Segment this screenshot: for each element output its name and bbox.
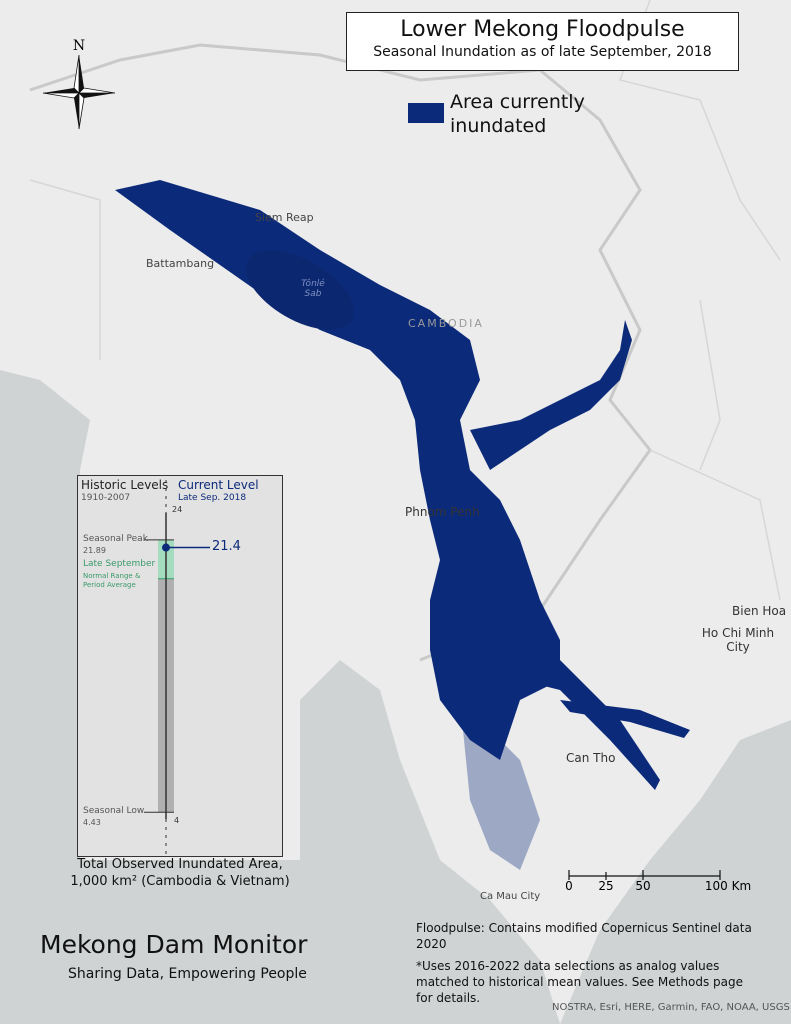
province-border — [29, 0, 781, 601]
current-date: Late Sep. 2018 — [178, 493, 247, 503]
normal-range-desc: Period Average — [83, 580, 136, 589]
axis-min-tick: 4 — [174, 816, 180, 825]
historic-years: 1910-2007 — [81, 493, 131, 503]
scale-tick: 0 — [565, 879, 573, 893]
inundation-gauge-panel: Historic Levels 1910-2007 Current Level … — [77, 475, 283, 857]
legend-swatch — [408, 103, 444, 123]
current-value: 21.4 — [212, 538, 241, 554]
title-box: Lower Mekong Floodpulse Seasonal Inundat… — [346, 12, 739, 71]
sea — [0, 370, 90, 470]
label-battambang: Battambang — [146, 257, 215, 270]
legend: Area currently inundated — [408, 90, 620, 138]
caption-line-1: Total Observed Inundated Area, — [77, 857, 283, 872]
current-value-marker — [162, 543, 170, 552]
north-label: N — [73, 38, 85, 54]
map-credits: NOSTRA, Esri, HERE, Garmin, FAO, NOAA, U… — [552, 1002, 790, 1013]
method-note: *Uses 2016-2022 data selections as analo… — [416, 959, 743, 1005]
gauge-chart — [144, 480, 210, 854]
scale-tick: 50 — [635, 879, 650, 893]
source-note: Floodpulse: Contains modified Copernicus… — [416, 921, 752, 951]
caption-line-2: 1,000 km² (Cambodia & Vietnam) — [70, 874, 290, 889]
brand-name: Mekong Dam Monitor — [40, 930, 308, 959]
notes: Floodpulse: Contains modified Copernicus… — [416, 920, 756, 1006]
scale-bar — [568, 870, 721, 880]
gauge-caption: Total Observed Inundated Area, 1,000 km²… — [60, 856, 300, 890]
peak-label: Seasonal Peak — [83, 533, 148, 544]
map-subtitle: Seasonal Inundation as of late September… — [373, 44, 712, 60]
label-ho-chi-minh-city: Ho Chi Minh City — [701, 626, 775, 654]
label-tonle-sap: Tônlé Sab — [301, 279, 325, 299]
scale-tick: 25 — [598, 879, 613, 893]
low-value: 4.43 — [83, 818, 101, 828]
label-siem-reap: Siem Reap — [255, 211, 314, 224]
normal-range-title: Late September — [83, 558, 156, 569]
label-bien-hoa: Bien Hoa — [732, 604, 787, 618]
inundated-area — [115, 180, 690, 870]
scale-tick: 100 Km — [705, 879, 751, 893]
peak-value: 21.89 — [83, 545, 106, 555]
country-border — [29, 43, 652, 662]
north-arrow-icon — [42, 54, 116, 130]
normal-range-desc: Normal Range & — [83, 571, 141, 580]
brand-tagline: Sharing Data, Empowering People — [68, 966, 307, 982]
gulf-of-thailand — [0, 470, 560, 1024]
label-ca-mau: Ca Mau City — [480, 891, 541, 902]
legend-label: Area currently inundated — [450, 91, 585, 137]
historic-title: Historic Levels — [81, 478, 169, 492]
axis-max-tick: 24 — [172, 505, 183, 514]
south-china-sea — [560, 720, 791, 1024]
low-label: Seasonal Low — [83, 806, 145, 817]
label-can-tho: Can Tho — [566, 751, 616, 765]
label-cambodia: CAMBODIA — [408, 317, 484, 330]
map-title: Lower Mekong Floodpulse — [400, 17, 685, 42]
tonle-sap-lake — [245, 250, 355, 330]
label-phnom-penh: Phnom Penh — [405, 505, 480, 519]
current-title: Current Level — [178, 478, 259, 492]
